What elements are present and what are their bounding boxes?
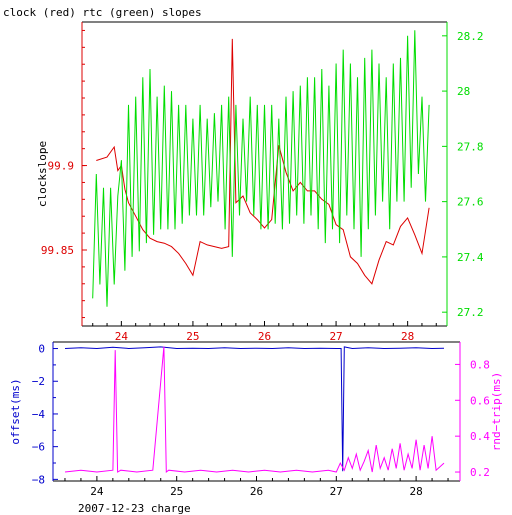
- x-tick-label: 24: [90, 485, 104, 498]
- page-title: clock (red) rtc (green) slopes: [3, 6, 202, 19]
- right-y-tick-label: 28: [457, 85, 470, 98]
- footer-label: 2007-12-23 charge: [78, 502, 191, 515]
- chart-panel-2: 24 25 26 27 28 0 −2 −4 −6 −8 0.2 0.4 0.6 0.8 offset(ms…: [9, 341, 503, 498]
- right-y-tick-label: 27.2: [457, 306, 484, 319]
- series-roundtrip-line: [64, 346, 445, 473]
- right-y-tick-label: 0.6: [470, 394, 490, 407]
- left-y-tick-label: −4: [32, 408, 46, 421]
- left-y-tick-label: −2: [32, 375, 45, 388]
- left-y-tick-label: 99.85: [41, 244, 74, 257]
- left-y-tick-label: −6: [32, 441, 45, 454]
- x-tick-label: 26: [250, 485, 263, 498]
- x-tick-label: 28: [401, 330, 414, 343]
- series-rtc-line: [92, 30, 430, 307]
- x-tick-label: 25: [170, 485, 183, 498]
- series-offset-line: [64, 346, 445, 472]
- right-y-tick-label: 0.2: [470, 466, 490, 479]
- x-tick-label: 28: [409, 485, 422, 498]
- right-y-tick-label: 0.4: [470, 430, 490, 443]
- right-y-tick-label: 27.4: [457, 251, 484, 264]
- left-axis-title: offset(ms): [9, 378, 22, 444]
- x-tick-label: 25: [186, 330, 199, 343]
- series-clock-line: [96, 38, 430, 285]
- right-y-tick-label: 0.8: [470, 358, 490, 371]
- left-axis-title: clockslope: [36, 141, 49, 207]
- right-y-tick-label: 27.8: [457, 140, 484, 153]
- chart-panel-1: 24 25 26 27 28 99.85 99.9 27.2 27.4 27.6 27.8 28 28.…: [36, 21, 484, 343]
- right-axis-title: rnd−trip(ms): [490, 372, 503, 451]
- right-y-tick-label: 28.2: [457, 30, 484, 43]
- x-tick-label: 27: [329, 330, 342, 343]
- x-tick-label: 24: [115, 330, 129, 343]
- right-y-tick-label: 27.6: [457, 196, 484, 209]
- x-tick-label: 26: [258, 330, 271, 343]
- left-y-tick-label: −8: [32, 473, 45, 486]
- x-tick-label: 27: [330, 485, 343, 498]
- left-y-tick-label: 99.9: [48, 160, 75, 173]
- left-y-tick-label: 0: [38, 343, 45, 356]
